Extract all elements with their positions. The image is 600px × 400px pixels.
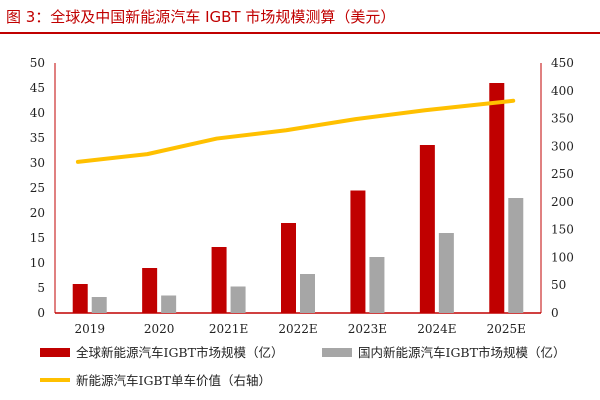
right-tick-label: 50 xyxy=(551,278,566,292)
bar-global-2024E xyxy=(419,145,435,313)
bar-china-2025E xyxy=(508,198,524,313)
right-tick-label: 150 xyxy=(551,223,574,237)
bar-global-2020 xyxy=(142,268,158,313)
legend-swatch-china xyxy=(322,348,352,357)
bar-china-2023E xyxy=(369,257,385,313)
legend-label-global: 全球新能源汽车IGBT市场规模（亿） xyxy=(76,345,283,360)
left-tick-label: 0 xyxy=(37,306,45,320)
right-tick-label: 0 xyxy=(551,306,559,320)
left-tick-label: 40 xyxy=(30,106,45,120)
x-tick-label: 2025E xyxy=(487,322,526,336)
right-tick-label: 100 xyxy=(551,250,574,264)
left-tick-label: 5 xyxy=(37,281,45,295)
x-tick-label: 2020 xyxy=(144,322,175,336)
left-tick-label: 30 xyxy=(30,156,45,170)
right-tick-label: 400 xyxy=(551,84,574,98)
x-tick-label: 2021E xyxy=(209,322,248,336)
chart-title: 图 3：全球及中国新能源汽车 IGBT 市场规模测算（美元） xyxy=(6,8,396,26)
bar-china-2021E xyxy=(230,286,246,313)
line-unit-value xyxy=(75,98,516,164)
x-tick-label: 2023E xyxy=(348,322,387,336)
bar-global-2023E xyxy=(350,190,366,313)
bar-china-2024E xyxy=(438,233,454,313)
right-tick-label: 450 xyxy=(551,56,574,70)
left-tick-label: 10 xyxy=(30,256,45,270)
left-tick-label: 45 xyxy=(30,81,45,95)
left-tick-label: 15 xyxy=(30,231,45,245)
left-tick-label: 50 xyxy=(30,56,45,70)
bar-china-2019 xyxy=(91,297,107,313)
legend-label-china: 国内新能源汽车IGBT市场规模（亿） xyxy=(358,345,565,360)
right-tick-label: 250 xyxy=(551,167,574,181)
bar-global-2019 xyxy=(72,284,88,313)
bar-global-2025E xyxy=(489,83,505,313)
right-tick-label: 200 xyxy=(551,195,574,209)
title-underline xyxy=(0,32,600,34)
left-tick-label: 35 xyxy=(30,131,45,145)
bar-china-2020 xyxy=(161,295,177,313)
x-tick-label: 2024E xyxy=(417,322,456,336)
right-tick-label: 350 xyxy=(551,112,574,126)
right-tick-label: 300 xyxy=(551,139,574,153)
x-tick-label: 2022E xyxy=(278,322,317,336)
bar-china-2022E xyxy=(300,274,315,313)
legend-label-line: 新能源汽车IGBT单车价值（右轴） xyxy=(76,373,271,388)
bar-global-2022E xyxy=(281,223,296,313)
bar-global-2021E xyxy=(211,247,227,313)
left-tick-label: 25 xyxy=(30,181,45,195)
legend-swatch-global xyxy=(40,348,70,357)
x-tick-label: 2019 xyxy=(74,322,105,336)
left-tick-label: 20 xyxy=(30,206,45,220)
